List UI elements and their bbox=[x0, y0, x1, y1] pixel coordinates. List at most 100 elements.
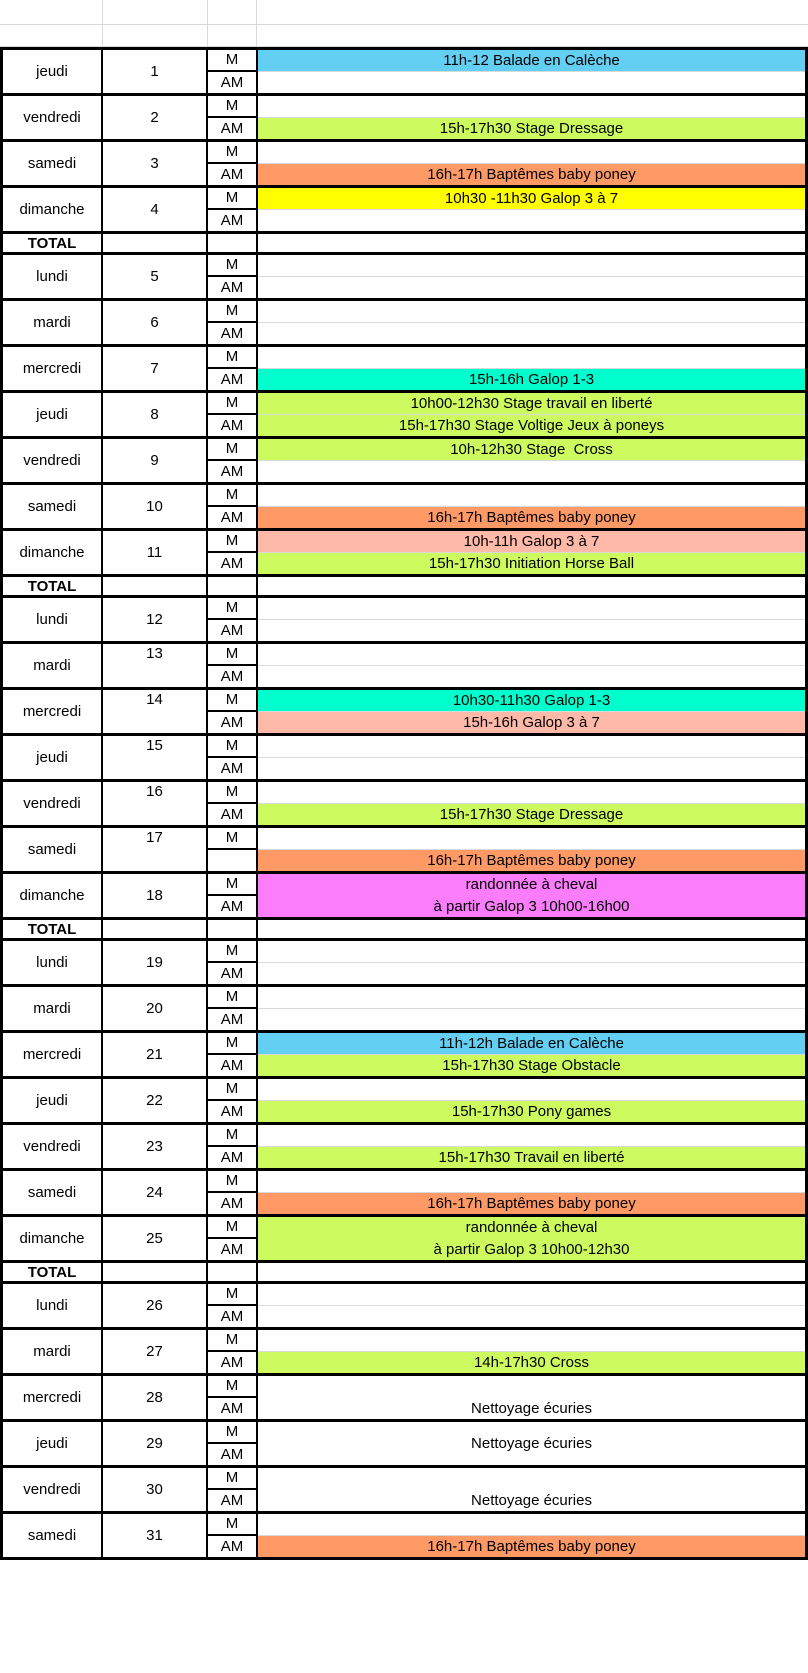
day-name-cell[interactable]: jeudi bbox=[3, 736, 103, 779]
activity-cell-afternoon[interactable] bbox=[258, 665, 805, 687]
activity-cell-morning[interactable] bbox=[258, 987, 805, 1009]
day-name-cell[interactable]: jeudi bbox=[3, 393, 103, 436]
day-number-cell[interactable]: 27 bbox=[103, 1330, 208, 1373]
day-name-cell[interactable]: mardi bbox=[3, 301, 103, 344]
afternoon-label-cell[interactable]: AM bbox=[220, 1353, 244, 1371]
day-number-cell[interactable]: 26 bbox=[103, 1284, 208, 1327]
afternoon-label-cell[interactable]: AM bbox=[220, 1399, 244, 1417]
afternoon-label-cell[interactable]: AM bbox=[220, 165, 244, 183]
morning-label-cell[interactable]: M bbox=[208, 142, 256, 164]
afternoon-label-cell[interactable]: AM bbox=[220, 278, 244, 296]
activity-cell-morning[interactable]: 11h-12 Balade en Calèche bbox=[258, 50, 805, 72]
empty-cell[interactable] bbox=[103, 0, 208, 24]
afternoon-label-cell[interactable]: AM bbox=[220, 667, 244, 685]
day-number-cell[interactable]: 8 bbox=[103, 393, 208, 436]
activity-cell-morning[interactable] bbox=[258, 736, 805, 758]
empty-cell[interactable] bbox=[258, 920, 805, 938]
total-cell[interactable]: TOTAL bbox=[3, 234, 103, 252]
day-name-cell[interactable]: samedi bbox=[3, 828, 103, 871]
day-name-cell[interactable]: vendredi bbox=[3, 439, 103, 482]
afternoon-label-cell[interactable]: AM bbox=[220, 1307, 244, 1325]
day-number-cell[interactable]: 24 bbox=[103, 1171, 208, 1214]
empty-cell[interactable] bbox=[208, 920, 258, 938]
day-name-cell[interactable]: lundi bbox=[3, 1284, 103, 1327]
day-name-cell[interactable]: lundi bbox=[3, 598, 103, 641]
activity-cell-morning[interactable]: 10h-12h30 Stage Cross bbox=[258, 439, 805, 461]
afternoon-label-cell[interactable]: AM bbox=[220, 1010, 244, 1028]
activity-cell-afternoon[interactable]: 15h-16h Galop 1-3 bbox=[258, 368, 805, 390]
morning-label-cell[interactable]: M bbox=[208, 1376, 256, 1398]
empty-cell[interactable] bbox=[208, 577, 258, 595]
activity-cell-morning[interactable] bbox=[258, 255, 805, 277]
day-number-cell[interactable]: 3 bbox=[103, 142, 208, 185]
activity-cell-morning[interactable] bbox=[258, 1330, 805, 1352]
day-name-cell[interactable]: samedi bbox=[3, 142, 103, 185]
afternoon-label-cell[interactable]: AM bbox=[220, 805, 244, 823]
activity-cell-morning[interactable] bbox=[258, 347, 805, 369]
morning-label-cell[interactable]: M bbox=[208, 393, 256, 415]
empty-cell[interactable] bbox=[103, 25, 208, 46]
activity-cell-morning[interactable] bbox=[258, 941, 805, 963]
activity-cell-morning[interactable]: 10h-11h Galop 3 à 7 bbox=[258, 531, 805, 553]
activity-cell-afternoon[interactable] bbox=[258, 962, 805, 984]
morning-label-cell[interactable]: M bbox=[208, 782, 256, 804]
day-number-cell[interactable]: 31 bbox=[103, 1514, 208, 1557]
afternoon-label-cell[interactable]: AM bbox=[220, 73, 244, 91]
morning-label-cell[interactable]: M bbox=[208, 1033, 256, 1055]
day-name-cell[interactable]: mercredi bbox=[3, 690, 103, 733]
day-name-cell[interactable]: mardi bbox=[3, 1330, 103, 1373]
morning-label-cell[interactable]: M bbox=[208, 50, 256, 72]
day-number-cell[interactable]: 6 bbox=[103, 301, 208, 344]
day-number-cell[interactable]: 16 bbox=[103, 782, 208, 825]
empty-cell[interactable] bbox=[103, 920, 208, 938]
empty-cell[interactable] bbox=[208, 1263, 258, 1281]
afternoon-label-cell[interactable]: AM bbox=[220, 1445, 244, 1463]
activity-cell-morning[interactable] bbox=[258, 598, 805, 620]
activity-cell-morning[interactable] bbox=[258, 142, 805, 164]
morning-label-cell[interactable]: M bbox=[208, 485, 256, 507]
total-cell[interactable]: TOTAL bbox=[3, 577, 103, 595]
day-number-cell[interactable]: 9 bbox=[103, 439, 208, 482]
activity-cell-morning[interactable]: 10h00-12h30 Stage travail en liberté bbox=[258, 393, 805, 415]
morning-label-cell[interactable]: M bbox=[208, 736, 256, 758]
day-number-cell[interactable]: 7 bbox=[103, 347, 208, 390]
activity-cell-morning[interactable] bbox=[258, 301, 805, 323]
activity-cell-afternoon[interactable]: 15h-17h30 Pony games bbox=[258, 1100, 805, 1122]
afternoon-label-cell[interactable]: AM bbox=[220, 1491, 244, 1509]
total-cell[interactable]: TOTAL bbox=[3, 1263, 103, 1281]
activity-cell-afternoon[interactable]: 15h-17h30 Stage Dressage bbox=[258, 117, 805, 139]
morning-label-cell[interactable]: M bbox=[208, 1284, 256, 1306]
empty-cell[interactable] bbox=[257, 0, 808, 24]
afternoon-label-cell[interactable]: AM bbox=[220, 1194, 244, 1212]
activity-cell-merged[interactable]: randonnée à cheval à partir Galop 3 10h00… bbox=[258, 874, 805, 917]
day-number-cell[interactable]: 19 bbox=[103, 941, 208, 984]
empty-cell[interactable] bbox=[103, 1263, 208, 1281]
activity-cell-afternoon[interactable]: 16h-17h Baptêmes baby poney bbox=[258, 1535, 805, 1557]
afternoon-label-cell[interactable]: AM bbox=[220, 964, 244, 982]
day-name-cell[interactable]: mardi bbox=[3, 644, 103, 687]
activity-cell-morning[interactable] bbox=[258, 644, 805, 666]
activity-cell-morning[interactable]: 10h30-11h30 Galop 1-3 bbox=[258, 690, 805, 712]
morning-label-cell[interactable]: M bbox=[208, 828, 256, 850]
morning-label-cell[interactable]: M bbox=[208, 1079, 256, 1101]
morning-label-cell[interactable]: M bbox=[208, 987, 256, 1009]
afternoon-label-cell[interactable]: AM bbox=[220, 1148, 244, 1166]
morning-label-cell[interactable]: M bbox=[208, 1330, 256, 1352]
activity-cell-afternoon[interactable] bbox=[258, 276, 805, 298]
morning-label-cell[interactable]: M bbox=[208, 1514, 256, 1536]
day-number-cell[interactable]: 2 bbox=[103, 96, 208, 139]
day-number-cell[interactable]: 29 bbox=[103, 1422, 208, 1465]
empty-cell[interactable] bbox=[103, 577, 208, 595]
activity-cell-merged[interactable]: randonnée à cheval à partir Galop 3 10h00… bbox=[258, 1217, 805, 1260]
morning-label-cell[interactable]: M bbox=[208, 301, 256, 323]
day-name-cell[interactable]: mercredi bbox=[3, 1033, 103, 1076]
day-name-cell[interactable]: vendredi bbox=[3, 96, 103, 139]
activity-cell-afternoon[interactable] bbox=[258, 460, 805, 482]
day-name-cell[interactable]: samedi bbox=[3, 1514, 103, 1557]
activity-cell-merged[interactable]: Nettoyage écuries bbox=[258, 1422, 805, 1465]
empty-cell[interactable] bbox=[0, 25, 103, 46]
morning-label-cell[interactable]: M bbox=[208, 1125, 256, 1147]
day-number-cell[interactable]: 5 bbox=[103, 255, 208, 298]
activity-cell-afternoon[interactable] bbox=[258, 71, 805, 93]
activity-cell-morning[interactable] bbox=[258, 1514, 805, 1536]
